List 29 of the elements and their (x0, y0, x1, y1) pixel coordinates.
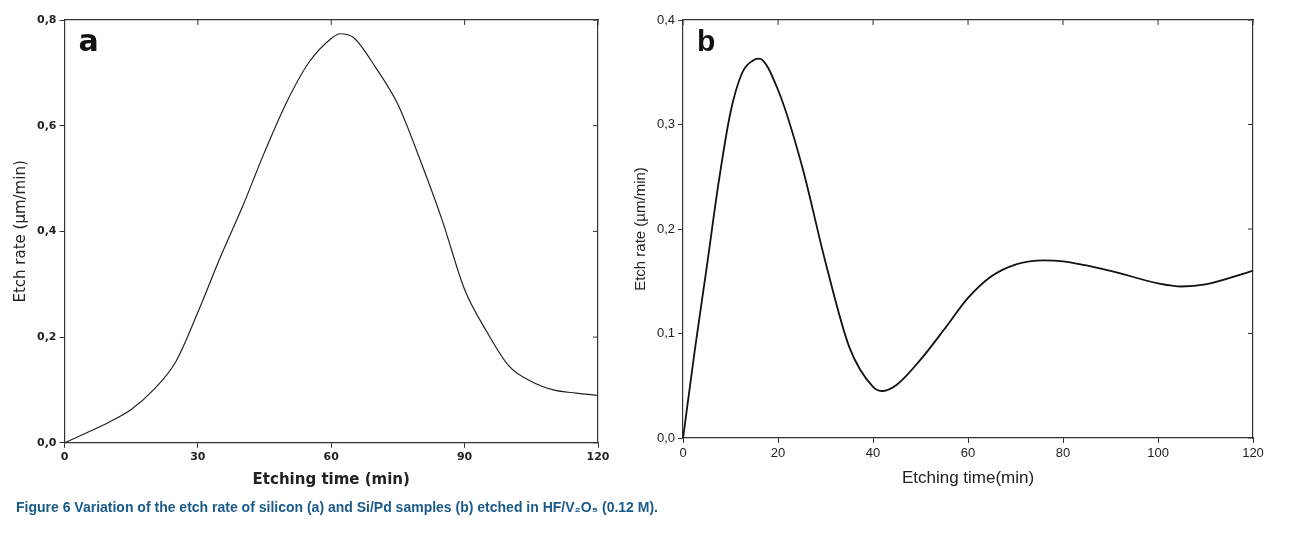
y-tick-label: 0,0 (656, 429, 676, 445)
x-tick-label: 80 (1055, 445, 1071, 461)
x-axis-title: Etching time (min) (252, 469, 410, 488)
y-tick-label: 0,2 (656, 220, 676, 236)
x-tick-label: 20 (770, 445, 786, 461)
y-tick-label: 0,1 (656, 325, 676, 341)
x-tick-label: 0 (60, 450, 69, 464)
y-tick-label: 0,8 (36, 12, 57, 26)
x-tick-label: 60 (960, 445, 976, 461)
y-axis-title: Etch rate (µm/min) (10, 160, 29, 303)
x-tick-label: 120 (1242, 445, 1264, 461)
y-tick-label: 0,4 (656, 11, 676, 27)
x-tick-label: 0 (679, 445, 687, 461)
x-tick-label: 60 (323, 450, 340, 464)
x-axis-title: Etching time(min) (901, 468, 1035, 488)
y-tick-label: 0,0 (36, 435, 57, 449)
y-tick-label: 0,3 (656, 116, 676, 132)
chart-title: a (78, 22, 99, 58)
y-tick-label: 0,2 (36, 329, 57, 343)
y-axis-title: Etch rate (µm/min) (631, 167, 649, 291)
x-tick-label: 40 (865, 445, 881, 461)
y-tick-label: 0,6 (36, 118, 57, 132)
x-tick-label: 120 (586, 450, 610, 464)
x-tick-label: 90 (456, 450, 473, 464)
chart-title: b (697, 24, 716, 58)
x-tick-label: 30 (190, 450, 206, 464)
x-tick-label: 100 (1147, 445, 1169, 461)
y-tick-label: 0,4 (36, 224, 57, 238)
caption: Figure 6 Variation of the etch rate of silicon (a) and Si/Pd samples (b) etched in HF/V₂O₅ (0.12 M). (16, 499, 659, 515)
